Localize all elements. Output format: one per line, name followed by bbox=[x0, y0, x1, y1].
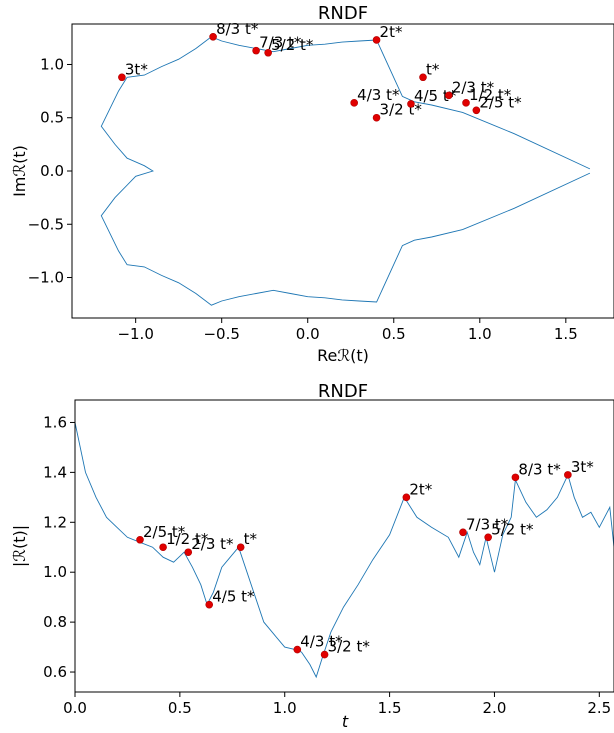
bottom-marked-point bbox=[459, 528, 467, 537]
bottom-marked-point bbox=[484, 533, 492, 542]
top-x-tick-label: 0.5 bbox=[382, 325, 406, 343]
bottom-point-label: t* bbox=[244, 530, 258, 548]
top-x-tick-label: −1.0 bbox=[117, 325, 153, 343]
bottom-marked-point bbox=[159, 543, 167, 552]
bottom-y-tick-label: 1.4 bbox=[43, 463, 67, 481]
top-marked-point bbox=[264, 48, 272, 57]
top-marked-point bbox=[472, 106, 481, 115]
bottom-marked-point bbox=[564, 471, 572, 479]
bottom-point-label: 4/5 t* bbox=[212, 588, 255, 606]
bottom-y-axis-label: |ℛ(t)| bbox=[10, 525, 29, 567]
top-y-tick-label: 1.0 bbox=[40, 55, 64, 73]
bottom-x-ticks: 0.0 0.5 1.0 1.5 2.0 2.5 bbox=[63, 692, 611, 717]
bottom-chart-panel: RNDF 0.0 0.5 1.0 1.5 2.0 2.5 0.6 0.8 1.0 1.2 1.4 1… bbox=[10, 381, 614, 731]
bottom-marked-point bbox=[184, 548, 193, 557]
bottom-point-label: 4/3 t* bbox=[300, 633, 343, 651]
top-point-label: 1/2 t* bbox=[469, 86, 512, 104]
top-point-label: 7/3 t* bbox=[259, 34, 302, 52]
top-marked-point bbox=[462, 99, 470, 107]
bottom-point-label: 1/2 t* bbox=[166, 530, 209, 548]
bottom-point-label: 7/3 t* bbox=[466, 515, 509, 533]
bottom-point-label: 2/3 t* bbox=[191, 535, 234, 553]
bottom-x-tick-label: 0.5 bbox=[168, 699, 192, 717]
bottom-y-tick-label: 1.0 bbox=[43, 563, 67, 581]
top-y-tick-label: 0.0 bbox=[40, 162, 64, 180]
bottom-x-tick-label: 2.5 bbox=[587, 699, 611, 717]
top-chart-panel: RNDF −1.0 −0.5 0.0 0.5 1.0 1.5 −1.0 −0.5 0.0 0.5… bbox=[10, 3, 614, 365]
top-point-label: 2t* bbox=[380, 23, 403, 41]
top-y-tick-label: −1.0 bbox=[28, 269, 64, 287]
top-y-ticks: −1.0 −0.5 0.0 0.5 1.0 bbox=[28, 55, 72, 287]
top-marked-point bbox=[118, 73, 126, 82]
top-point-label: 4/3 t* bbox=[357, 86, 400, 104]
bottom-x-tick-label: 2.0 bbox=[483, 699, 507, 717]
bottom-point-label: 5/2 t* bbox=[491, 520, 534, 538]
bottom-marked-point bbox=[402, 493, 411, 502]
top-y-tick-label: 0.5 bbox=[40, 109, 64, 127]
bottom-marked-point bbox=[293, 645, 302, 654]
bottom-x-tick-label: 1.0 bbox=[273, 699, 297, 717]
bottom-chart-title: RNDF bbox=[318, 381, 368, 402]
top-x-tick-label: 1.0 bbox=[468, 325, 492, 343]
top-x-ticks: −1.0 −0.5 0.0 0.5 1.0 1.5 bbox=[117, 318, 578, 343]
bottom-y-tick-label: 0.6 bbox=[43, 663, 67, 681]
top-point-label: 2/3 t* bbox=[452, 78, 495, 96]
bottom-point-label: 3/2 t* bbox=[328, 638, 371, 656]
top-marked-point bbox=[372, 36, 381, 44]
bottom-x-axis-label: t bbox=[342, 712, 349, 731]
top-marked-point bbox=[209, 32, 217, 41]
bottom-point-label: 2t* bbox=[409, 480, 432, 498]
top-point-label: 5/2 t* bbox=[271, 36, 314, 54]
top-x-tick-label: 1.5 bbox=[554, 325, 578, 343]
top-marked-point bbox=[407, 100, 415, 108]
top-plot-frame bbox=[71, 23, 614, 319]
bottom-y-tick-label: 1.6 bbox=[43, 413, 67, 431]
bottom-point-label: 3t* bbox=[571, 458, 594, 476]
top-marked-point bbox=[445, 91, 453, 100]
top-marked-point bbox=[372, 113, 381, 122]
top-marked-point bbox=[252, 46, 260, 55]
bottom-plot-frame bbox=[74, 399, 614, 693]
top-point-label: 3t* bbox=[125, 60, 148, 78]
bottom-marked-point bbox=[511, 473, 520, 482]
top-x-tick-label: 0.0 bbox=[296, 325, 320, 343]
bottom-x-tick-label: 0.0 bbox=[63, 699, 87, 717]
bottom-y-tick-label: 0.8 bbox=[43, 613, 67, 631]
bottom-marked-point bbox=[320, 650, 329, 659]
top-point-label: 8/3 t* bbox=[216, 20, 259, 38]
top-y-axis-label: Imℛ(t) bbox=[10, 145, 29, 197]
bottom-y-ticks: 0.6 0.8 1.0 1.2 1.4 1.6 bbox=[43, 413, 75, 681]
bottom-y-tick-label: 1.2 bbox=[43, 513, 67, 531]
bottom-marked-point bbox=[236, 543, 245, 552]
bottom-marked-point bbox=[136, 535, 144, 544]
top-y-tick-label: −0.5 bbox=[28, 215, 64, 233]
top-series-line bbox=[100, 36, 591, 306]
top-marked-point bbox=[419, 73, 427, 82]
top-x-tick-label: −0.5 bbox=[203, 325, 239, 343]
top-marked-point bbox=[350, 99, 358, 107]
top-chart-title: RNDF bbox=[318, 3, 368, 24]
top-point-label: 2/5 t* bbox=[479, 93, 522, 111]
top-point-label: t* bbox=[426, 60, 440, 78]
bottom-point-label: 8/3 t* bbox=[518, 460, 561, 478]
top-x-axis-label: Reℛ(t) bbox=[317, 346, 369, 365]
top-point-label: 4/5 t* bbox=[414, 87, 457, 105]
bottom-point-label: 2/5 t* bbox=[143, 523, 186, 541]
bottom-series-line bbox=[74, 422, 614, 679]
top-marked-points: 3t*8/3 t*7/3 t*5/2 t*2t*t*4/3 t*3/2 t*4/… bbox=[118, 20, 522, 122]
bottom-marked-point bbox=[205, 600, 214, 609]
bottom-marked-points: 2/5 t*1/2 t*2/3 t* t* 4/5 t* 4/3 t*3/2 t* 2t… bbox=[136, 458, 594, 659]
bottom-x-tick-label: 1.5 bbox=[378, 699, 402, 717]
